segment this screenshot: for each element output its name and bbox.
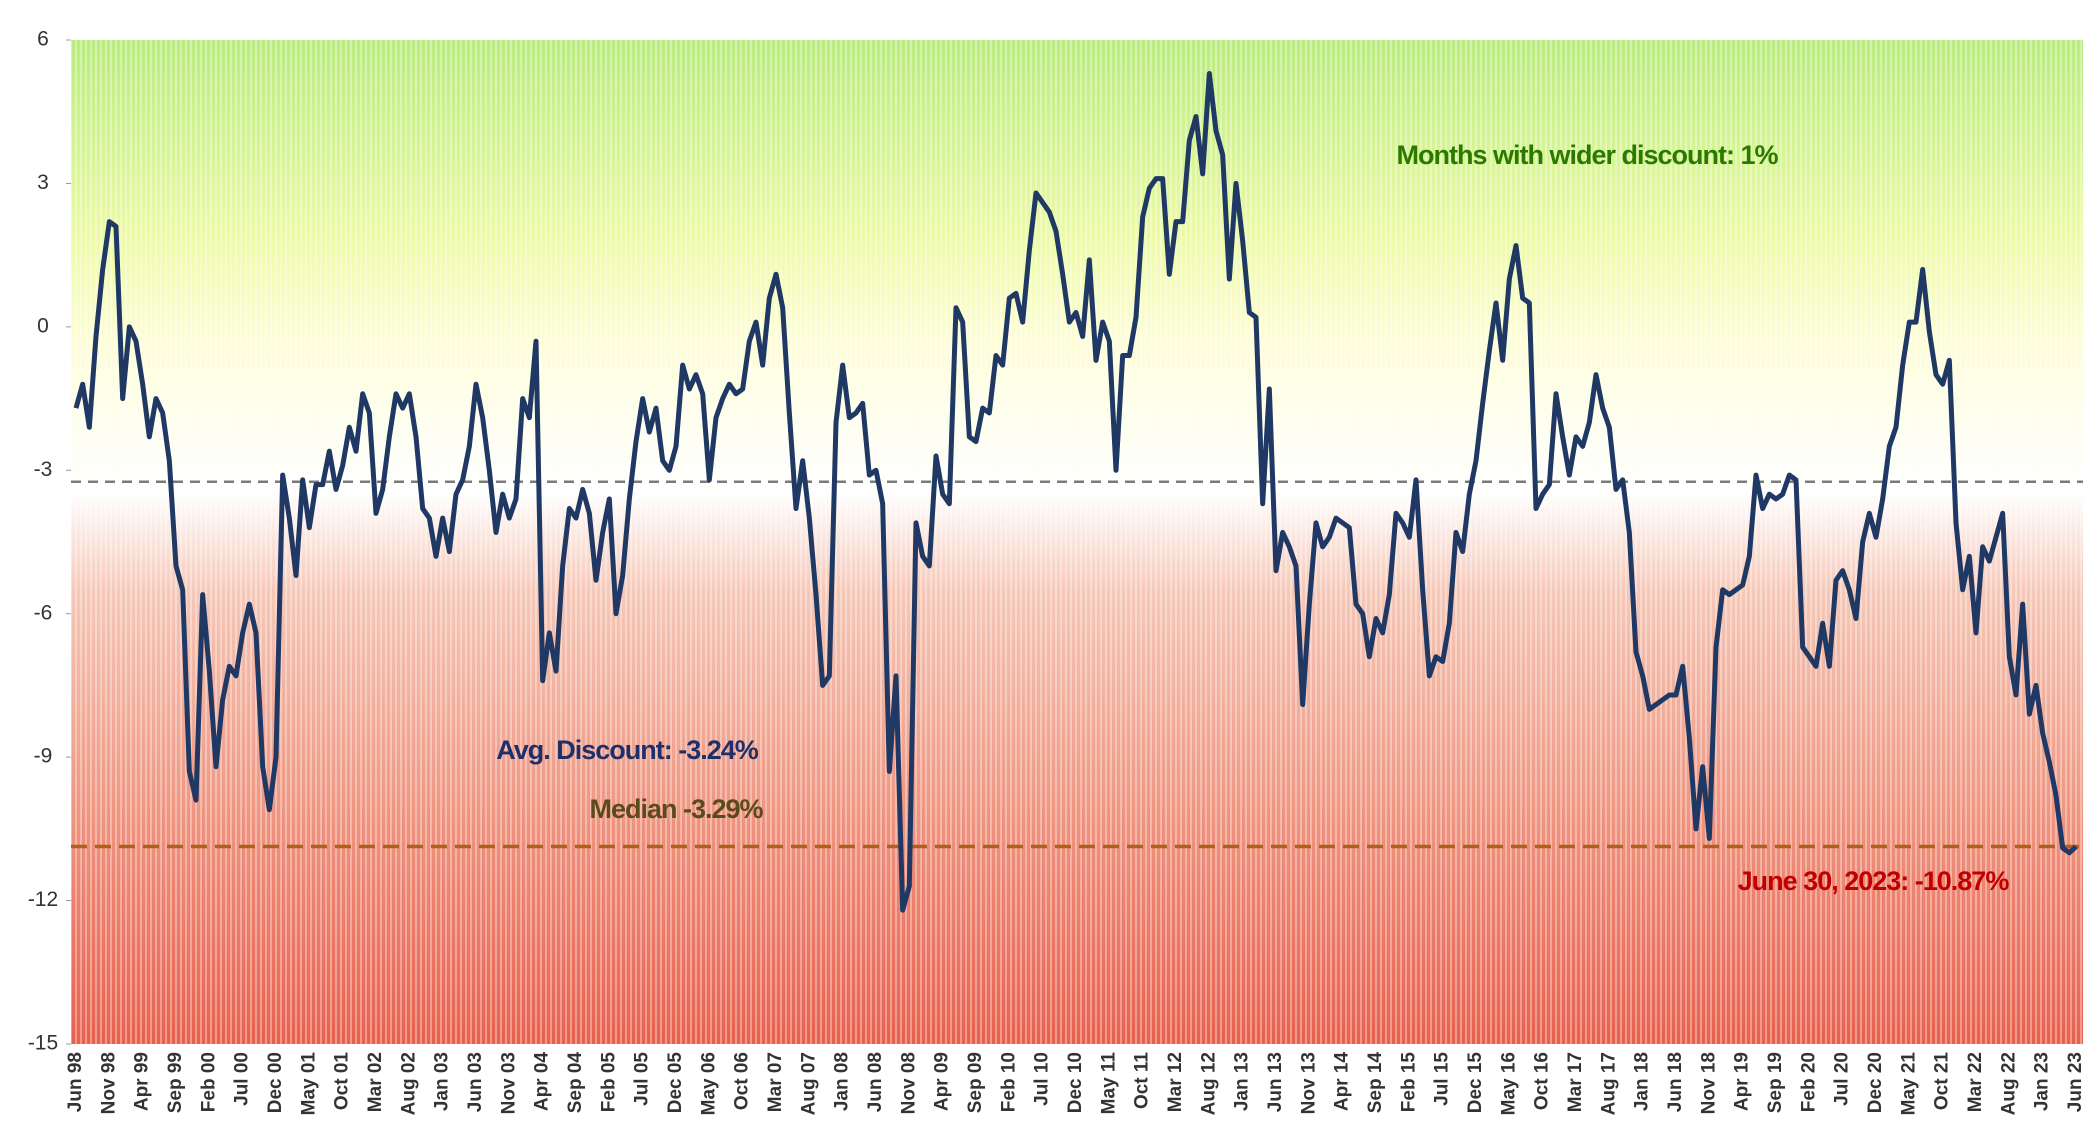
x-tick-label: Oct 21 <box>1932 1052 1953 1111</box>
x-tick-label: Jul 20 <box>1832 1052 1853 1106</box>
x-tick-label: Apr 19 <box>1732 1052 1753 1111</box>
x-tick-label: Dec 10 <box>1065 1052 1086 1113</box>
annotation: Months with wider discount: 1% <box>1397 140 1779 170</box>
x-tick-label: Jun 23 <box>2065 1052 2086 1112</box>
x-tick-label: Oct 06 <box>732 1052 753 1110</box>
x-tick-label: Aug 02 <box>398 1052 419 1115</box>
x-tick-label: Jun 03 <box>465 1052 486 1112</box>
x-tick-label: May 01 <box>298 1052 319 1116</box>
y-tick-label: -9 <box>34 745 53 768</box>
x-tick-label: Jul 00 <box>232 1052 253 1106</box>
x-tick-label: Jan 03 <box>432 1052 453 1111</box>
annotation: June 30, 2023: -10.87% <box>1738 866 2010 896</box>
x-tick-label: Oct 11 <box>1132 1052 1153 1109</box>
y-tick-label: 3 <box>37 171 49 194</box>
x-tick-label: Feb 10 <box>998 1052 1019 1112</box>
x-tick-label: Nov 98 <box>98 1052 119 1114</box>
y-tick-label: 6 <box>37 28 49 51</box>
y-tick-label: -3 <box>34 458 53 481</box>
annotation: Avg. Discount: -3.24% <box>496 735 759 765</box>
x-tick-label: Aug 17 <box>1598 1052 1619 1115</box>
x-tick-label: Jun 98 <box>65 1052 86 1112</box>
x-tick-label: May 11 <box>1098 1052 1119 1115</box>
x-tick-label: Jul 15 <box>1432 1052 1453 1106</box>
plot-stripes <box>71 40 2083 1044</box>
x-tick-label: Apr 04 <box>532 1052 553 1112</box>
x-tick-label: Aug 07 <box>798 1052 819 1115</box>
x-tick-label: Dec 15 <box>1465 1052 1486 1114</box>
x-tick-label: Sep 04 <box>565 1052 586 1114</box>
x-tick-label: Oct 16 <box>1532 1052 1553 1110</box>
x-tick-label: Sep 09 <box>965 1052 986 1113</box>
y-tick-label: -12 <box>28 888 58 911</box>
x-tick-label: Nov 18 <box>1698 1052 1719 1114</box>
x-tick-label: Mar 22 <box>1965 1052 1986 1112</box>
y-tick-label: -6 <box>34 601 53 624</box>
x-tick-label: May 21 <box>1898 1052 1919 1116</box>
x-tick-label: Sep 14 <box>1365 1052 1386 1114</box>
x-tick-label: Dec 00 <box>265 1052 286 1113</box>
x-tick-label: May 16 <box>1498 1052 1519 1115</box>
x-tick-label: Mar 12 <box>1165 1052 1186 1112</box>
x-tick-label: Mar 17 <box>1565 1052 1586 1112</box>
y-tick-label: -15 <box>28 1032 58 1055</box>
x-tick-label: Sep 99 <box>165 1052 186 1113</box>
x-tick-label: Apr 09 <box>932 1052 953 1111</box>
y-tick-label: 0 <box>37 314 49 337</box>
x-tick-label: Jul 05 <box>632 1052 653 1106</box>
x-tick-label: Apr 99 <box>132 1052 153 1111</box>
x-tick-label: Sep 19 <box>1765 1052 1786 1113</box>
x-tick-label: Feb 00 <box>198 1052 219 1112</box>
x-tick-label: Aug 22 <box>1998 1052 2019 1115</box>
x-tick-label: Jun 08 <box>865 1052 886 1112</box>
x-tick-label: May 06 <box>698 1052 719 1115</box>
x-tick-label: Feb 15 <box>1398 1052 1419 1113</box>
x-tick-label: Apr 14 <box>1332 1052 1353 1112</box>
x-tick-label: Feb 20 <box>1798 1052 1819 1112</box>
x-tick-label: Aug 12 <box>1198 1052 1219 1115</box>
data-line <box>73 70 2078 913</box>
x-tick-label: Feb 05 <box>598 1052 619 1113</box>
x-tick-label: Jun 18 <box>1665 1052 1686 1112</box>
x-tick-label: Mar 07 <box>765 1052 786 1112</box>
x-tick-label: Jan 18 <box>1632 1052 1653 1111</box>
x-tick-label: Nov 13 <box>1298 1052 1319 1114</box>
annotation: Median -3.29% <box>589 794 763 824</box>
x-tick-label: Dec 20 <box>1865 1052 1886 1113</box>
x-tick-label: Oct 01 <box>332 1052 353 1111</box>
x-tick-label: Jan 13 <box>1232 1052 1253 1111</box>
x-tick-label: Mar 02 <box>365 1052 386 1112</box>
x-tick-label: Jan 08 <box>832 1052 853 1111</box>
x-tick-label: Nov 03 <box>498 1052 519 1114</box>
x-tick-label: Nov 08 <box>898 1052 919 1114</box>
x-tick-label: Jun 13 <box>1265 1052 1286 1112</box>
x-tick-label: Jul 10 <box>1032 1052 1053 1106</box>
x-tick-label: Jan 23 <box>2032 1052 2053 1111</box>
x-tick-label: Dec 05 <box>665 1052 686 1114</box>
